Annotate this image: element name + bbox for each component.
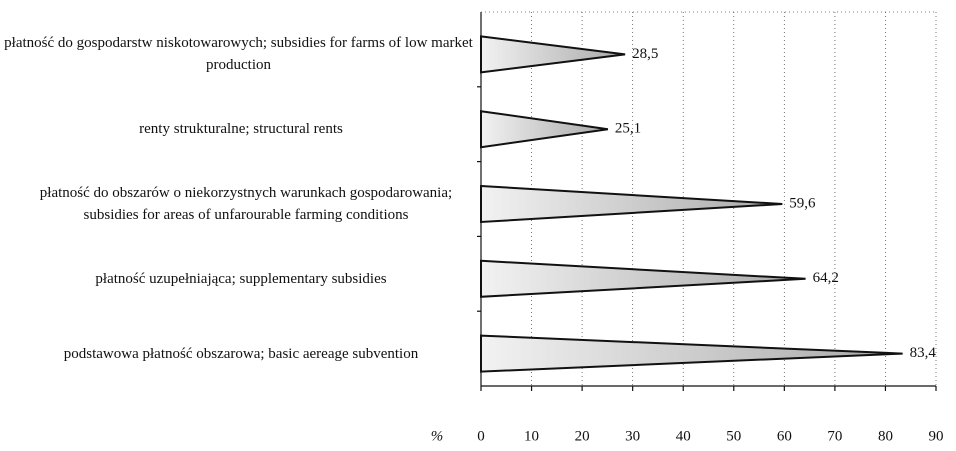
bar — [480, 110, 609, 149]
x-tick-label: 70 — [827, 428, 842, 444]
x-tick-label: 50 — [726, 428, 741, 444]
x-tick-label: 60 — [777, 428, 792, 444]
x-tick-label: 80 — [878, 428, 893, 444]
bar — [480, 259, 806, 298]
value-label: 28,5 — [632, 46, 658, 62]
x-tick-label: 10 — [524, 428, 539, 444]
x-tick-label: 40 — [676, 428, 691, 444]
y-tick-label: płatność do obszarów o niekorzystnych wa… — [39, 185, 453, 223]
y-tick-label: podstawowa płatność obszarowa; basic aer… — [63, 345, 419, 362]
x-tick-label: 20 — [575, 428, 590, 444]
value-label: 25,1 — [615, 121, 641, 137]
x-tick-label: 30 — [625, 428, 640, 444]
x-axis-label: % — [431, 428, 444, 444]
bar — [480, 35, 626, 74]
value-label: 59,6 — [789, 195, 816, 211]
y-tick-label: płatność uzupełniająca; supplementary su… — [95, 270, 387, 287]
bar — [480, 334, 903, 373]
bar — [480, 184, 783, 224]
y-tick-label: płatność do gospodarstw niskotowarowych;… — [4, 35, 473, 74]
value-label: 64,2 — [813, 270, 839, 286]
value-label: 83,4 — [910, 345, 937, 361]
y-tick-label: renty strukturalne; structural rents — [139, 121, 343, 138]
x-tick-label: 0 — [477, 428, 485, 444]
x-tick-label: 90 — [929, 428, 944, 444]
